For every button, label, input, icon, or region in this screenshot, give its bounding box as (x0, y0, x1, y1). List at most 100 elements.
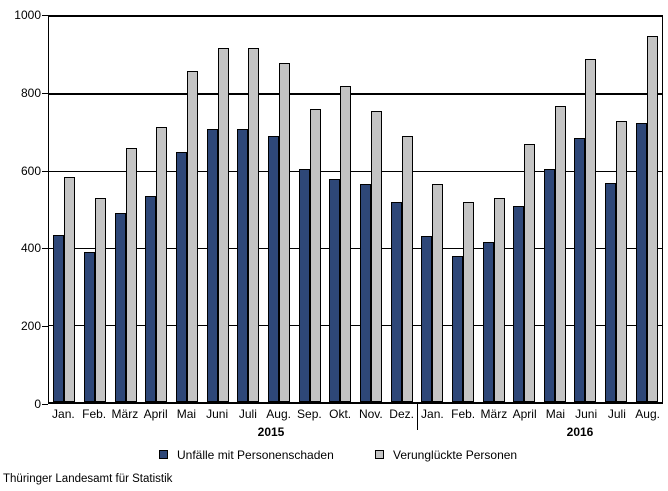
bar-group-Sep-2015 (294, 17, 325, 402)
legend-item-verungglueckte: Verunglückte Personen (375, 447, 518, 462)
legend-marker-unfaelle-icon (159, 450, 168, 459)
bar-group-März-2016 (478, 17, 509, 402)
bar-group-Jan-2015 (49, 17, 80, 402)
bar-group-Dez-2015 (386, 17, 417, 402)
bar-unfaelle (298, 169, 310, 402)
month-label: Juni (206, 407, 229, 421)
bar-verungglueckte (278, 63, 290, 402)
bar-unfaelle (237, 129, 249, 402)
bars-layer (49, 17, 662, 402)
bar-unfaelle (390, 202, 402, 402)
y-axis-tick (42, 93, 48, 94)
y-axis-label-400: 400 (20, 241, 41, 255)
bar-verungglueckte (340, 86, 352, 402)
bar-unfaelle (145, 196, 157, 402)
month-label: April (512, 407, 537, 421)
legend-item-unfaelle: Unfälle mit Personenschaden (159, 447, 334, 462)
bar-unfaelle (451, 256, 463, 402)
bar-verungglueckte (156, 127, 168, 402)
bar-group-April-2016 (509, 17, 540, 402)
month-label: Mai (545, 407, 566, 421)
bar-verungglueckte (64, 177, 76, 402)
bar-verungglueckte (432, 184, 444, 402)
year-label-2015: 2015 (257, 425, 285, 439)
year-separator-line (417, 404, 418, 430)
bar-unfaelle (206, 129, 218, 402)
bar-unfaelle (482, 242, 494, 402)
bar-group-Juni-2016 (570, 17, 601, 402)
bar-group-Okt-2015 (325, 17, 356, 402)
month-label: Sep. (297, 407, 322, 421)
month-label: Mai (176, 407, 197, 421)
bar-unfaelle (421, 236, 433, 402)
month-label: Okt. (329, 407, 352, 421)
gridline-800 (49, 93, 662, 95)
bar-unfaelle (267, 136, 279, 402)
bar-verungglueckte (248, 48, 260, 402)
bar-group-Aug-2016 (631, 17, 662, 402)
bar-verungglueckte (217, 48, 229, 402)
bar-verungglueckte (462, 202, 474, 402)
month-label: Feb. (82, 407, 107, 421)
bar-verungglueckte (186, 71, 198, 402)
bar-group-März-2015 (110, 17, 141, 402)
y-axis-tick (42, 171, 48, 172)
bar-group-Juni-2015 (202, 17, 233, 402)
month-label: Aug. (635, 407, 660, 421)
bar-verungglueckte (646, 36, 658, 402)
bar-verungglueckte (125, 148, 137, 402)
bar-unfaelle (53, 235, 65, 402)
bar-verungglueckte (309, 109, 321, 402)
bar-unfaelle (114, 213, 126, 402)
legend-label-verungglueckte: Verunglückte Personen (393, 447, 518, 462)
bar-group-April-2015 (141, 17, 172, 402)
y-axis-tick (42, 15, 48, 16)
plot-area (48, 15, 663, 404)
bar-group-Mai-2016 (540, 17, 571, 402)
bar-group-Juli-2015 (233, 17, 264, 402)
month-label: Jan. (421, 407, 444, 421)
bar-unfaelle (543, 169, 555, 402)
bar-group-Feb-2016 (448, 17, 479, 402)
bar-verungglueckte (94, 198, 106, 402)
source-caption: Thüringer Landesamt für Statistik (3, 473, 173, 485)
month-label: April (143, 407, 168, 421)
month-label: Feb. (451, 407, 476, 421)
month-label: Aug. (266, 407, 291, 421)
y-axis-tick (42, 248, 48, 249)
gridline-400 (49, 248, 662, 249)
month-label: März (111, 407, 139, 421)
legend-label-unfaelle: Unfälle mit Personenschaden (177, 447, 334, 462)
bar-unfaelle (175, 152, 187, 402)
bar-group-Jan-2016 (417, 17, 448, 402)
y-axis-tick (42, 326, 48, 327)
month-label: März (480, 407, 508, 421)
year-label-2016: 2016 (566, 425, 594, 439)
bar-unfaelle (635, 123, 647, 402)
bar-unfaelle (83, 252, 95, 402)
month-label: Jan. (52, 407, 75, 421)
y-axis-label-600: 600 (20, 164, 41, 178)
x-axis-labels: Jan. Feb. März April Mai Juni Juli Aug. Sep. Okt.… (48, 407, 663, 422)
bar-verungglueckte (554, 106, 566, 402)
y-axis-label-200: 200 (20, 319, 41, 333)
bar-verungglueckte (493, 198, 505, 402)
bar-verungglueckte (585, 59, 597, 402)
month-label: Dez. (389, 407, 414, 421)
bar-unfaelle (359, 184, 371, 402)
y-axis-label-1000: 1000 (14, 8, 41, 22)
month-label: Juli (238, 407, 257, 421)
month-label: Juli (607, 407, 626, 421)
month-label: Nov. (358, 407, 383, 421)
bar-group-Mai-2015 (172, 17, 203, 402)
bar-verungglueckte (616, 121, 628, 402)
bar-unfaelle (574, 138, 586, 402)
bar-verungglueckte (524, 144, 536, 402)
bar-verungglueckte (401, 136, 413, 402)
bar-group-Juli-2016 (601, 17, 632, 402)
bar-unfaelle (329, 179, 341, 402)
legend-marker-verungglueckte-icon (375, 450, 384, 459)
gridline-600 (49, 171, 662, 172)
y-axis-tick (42, 404, 48, 405)
